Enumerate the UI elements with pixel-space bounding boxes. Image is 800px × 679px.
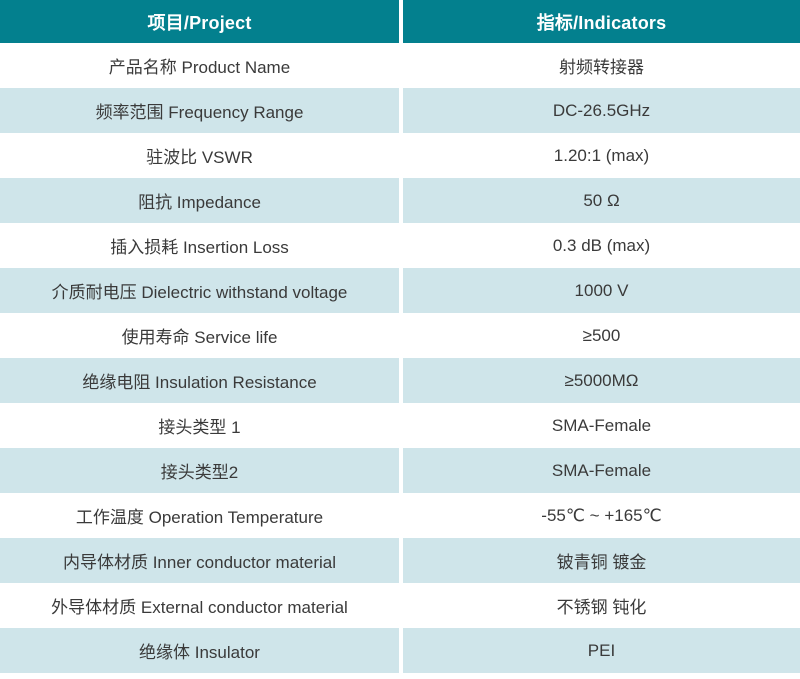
- indicator-cell: DC-26.5GHz: [403, 88, 800, 133]
- project-cell: 插入损耗 Insertion Loss: [0, 223, 399, 268]
- table-row: 工作温度 Operation Temperature -55℃ ~ +165℃: [0, 493, 800, 538]
- project-cell: 介质耐电压 Dielectric withstand voltage: [0, 268, 399, 313]
- project-cell: 产品名称 Product Name: [0, 43, 399, 88]
- indicator-cell: PEI: [403, 628, 800, 673]
- indicator-cell: 1000 V: [403, 268, 800, 313]
- header-cell-indicators: 指标/Indicators: [403, 0, 800, 43]
- indicator-cell: 50 Ω: [403, 178, 800, 223]
- table-row: 产品名称 Product Name 射频转接器: [0, 43, 800, 88]
- table-row: 驻波比 VSWR 1.20:1 (max): [0, 133, 800, 178]
- indicator-cell: 射频转接器: [403, 43, 800, 88]
- project-cell: 频率范围 Frequency Range: [0, 88, 399, 133]
- table-row: 使用寿命 Service life ≥500: [0, 313, 800, 358]
- table-row: 接头类型2 SMA-Female: [0, 448, 800, 493]
- project-cell: 使用寿命 Service life: [0, 313, 399, 358]
- indicator-cell: ≥500: [403, 313, 800, 358]
- table-header-row: 项目/Project 指标/Indicators: [0, 0, 800, 43]
- table-row: 频率范围 Frequency Range DC-26.5GHz: [0, 88, 800, 133]
- table-row: 阻抗 Impedance 50 Ω: [0, 178, 800, 223]
- indicator-cell: 1.20:1 (max): [403, 133, 800, 178]
- table-body: 产品名称 Product Name 射频转接器 频率范围 Frequency R…: [0, 43, 800, 673]
- indicator-cell: 不锈钢 钝化: [403, 583, 800, 628]
- project-cell: 接头类型 1: [0, 403, 399, 448]
- indicator-cell: 0.3 dB (max): [403, 223, 800, 268]
- project-cell: 外导体材质 External conductor material: [0, 583, 399, 628]
- table-row: 绝缘电阻 Insulation Resistance ≥5000MΩ: [0, 358, 800, 403]
- indicator-cell: ≥5000MΩ: [403, 358, 800, 403]
- project-cell: 阻抗 Impedance: [0, 178, 399, 223]
- table-row: 外导体材质 External conductor material 不锈钢 钝化: [0, 583, 800, 628]
- project-cell: 工作温度 Operation Temperature: [0, 493, 399, 538]
- project-cell: 绝缘体 Insulator: [0, 628, 399, 673]
- project-cell: 内导体材质 Inner conductor material: [0, 538, 399, 583]
- indicator-cell: -55℃ ~ +165℃: [403, 493, 800, 538]
- table-row: 绝缘体 Insulator PEI: [0, 628, 800, 673]
- indicator-cell: SMA-Female: [403, 403, 800, 448]
- table-row: 内导体材质 Inner conductor material 铍青铜 镀金: [0, 538, 800, 583]
- header-cell-project: 项目/Project: [0, 0, 399, 43]
- table-row: 介质耐电压 Dielectric withstand voltage 1000 …: [0, 268, 800, 313]
- table-row: 插入损耗 Insertion Loss 0.3 dB (max): [0, 223, 800, 268]
- indicator-cell: SMA-Female: [403, 448, 800, 493]
- project-cell: 驻波比 VSWR: [0, 133, 399, 178]
- project-cell: 接头类型2: [0, 448, 399, 493]
- indicator-cell: 铍青铜 镀金: [403, 538, 800, 583]
- project-cell: 绝缘电阻 Insulation Resistance: [0, 358, 399, 403]
- table-row: 接头类型 1 SMA-Female: [0, 403, 800, 448]
